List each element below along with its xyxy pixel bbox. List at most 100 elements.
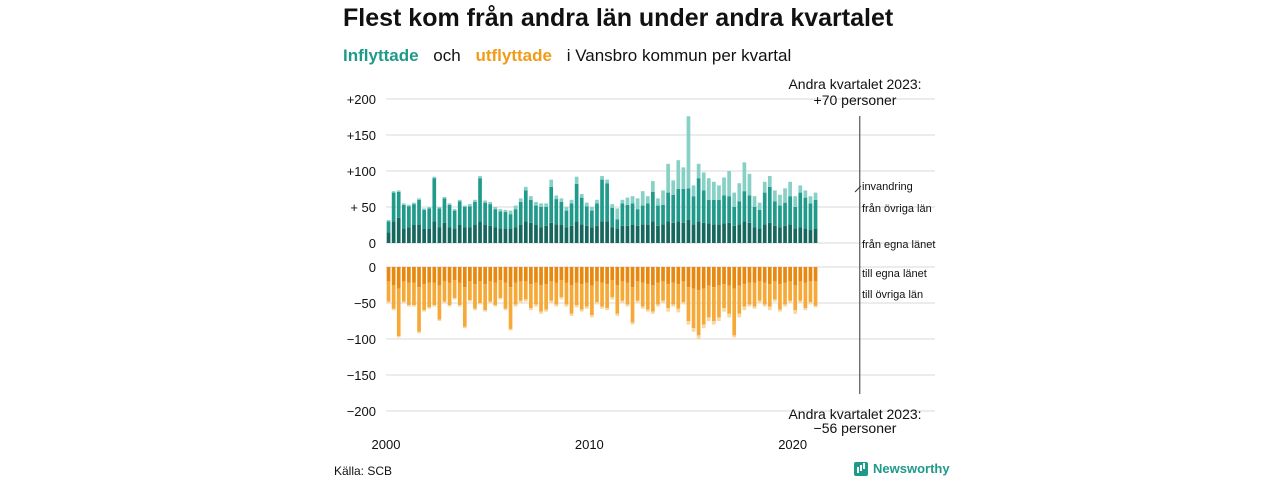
- annotation-bottom-line1: Andra kvartalet 2023:: [788, 406, 921, 422]
- outflow-emigration-bar: [488, 301, 493, 303]
- annotation-top-line1: Andra kvartalet 2023:: [788, 76, 921, 92]
- outflow-emigration-bar: [407, 305, 411, 307]
- outflow-local-bar: [412, 267, 416, 283]
- inflow-immigration-bar: [778, 194, 782, 206]
- inflow-other-county-bar: [610, 207, 615, 228]
- outflow-local-bar: [600, 267, 604, 283]
- outflow-emigration-bar: [645, 309, 650, 312]
- inflow-immigration-bar: [437, 207, 442, 209]
- outflow-local-bar: [625, 267, 630, 283]
- outflow-local-bar: [407, 267, 411, 283]
- inflow-other-county-bar: [529, 199, 533, 223]
- outflow-other-county-bar: [767, 284, 772, 307]
- outflow-other-county-bar: [595, 281, 599, 303]
- inflow-other-county-bar: [549, 186, 554, 223]
- inflow-local-bar: [615, 228, 620, 243]
- outflow-local-bar: [478, 267, 482, 282]
- inflow-other-county-bar: [681, 189, 686, 223]
- inflow-other-county-bar: [671, 194, 676, 223]
- inflow-other-county-bar: [417, 199, 421, 225]
- inflow-local-bar: [635, 225, 640, 243]
- series-label-fran-egna-lanet: från egna länet: [862, 239, 935, 251]
- outflow-other-county-bar: [518, 281, 523, 301]
- inflow-other-county-bar: [676, 189, 681, 222]
- inflow-other-county-bar: [706, 199, 711, 224]
- inflow-immigration-bar: [737, 183, 742, 202]
- outflow-other-county-bar: [513, 282, 518, 305]
- outflow-emigration-bar: [559, 297, 564, 300]
- outflow-other-county-bar: [590, 285, 594, 316]
- outflow-other-county-bar: [534, 282, 538, 305]
- inflow-immigration-bar: [610, 204, 615, 208]
- inflow-local-bar: [391, 221, 396, 243]
- outflow-emigration-bar: [762, 304, 767, 307]
- outflow-other-county-bar: [722, 284, 726, 309]
- outflow-local-bar: [488, 267, 493, 282]
- inflow-other-county-bar: [432, 178, 437, 222]
- inflow-immigration-bar: [503, 209, 508, 213]
- outflow-emigration-bar: [473, 308, 477, 311]
- inflow-local-bar: [656, 225, 660, 243]
- outflow-local-bar: [595, 267, 599, 282]
- inflow-local-bar: [676, 221, 681, 243]
- inflow-other-county-bar: [788, 196, 792, 225]
- outflow-emigration-bar: [661, 300, 665, 303]
- outflow-local-bar: [534, 267, 538, 283]
- outflow-emigration-bar: [681, 302, 686, 305]
- inflow-other-county-bar: [625, 204, 630, 226]
- inflow-local-bar: [529, 222, 533, 243]
- outflow-emigration-bar: [503, 308, 508, 311]
- inflow-local-bar: [401, 228, 406, 243]
- inflow-immigration-bar: [732, 192, 737, 207]
- chart-title: Flest kom från andra län under andra kva…: [343, 4, 894, 32]
- outflow-local-bar: [447, 267, 452, 283]
- bottom-y-tick-label: −100: [347, 332, 376, 347]
- outflow-local-bar: [559, 267, 564, 280]
- outflow-other-county-bar: [498, 279, 503, 298]
- inflow-local-bar: [493, 227, 498, 243]
- outflow-other-county-bar: [757, 281, 762, 301]
- inflow-local-bar: [747, 222, 752, 243]
- outflow-emigration-bar: [569, 313, 574, 316]
- outflow-other-county-bar: [732, 288, 737, 336]
- inflow-local-bar: [717, 225, 721, 243]
- outflow-emigration-bar: [778, 309, 782, 312]
- inflow-other-county-bar: [508, 214, 513, 229]
- outflow-emigration-bar: [391, 308, 396, 311]
- inflow-immigration-bar: [564, 207, 569, 211]
- inflow-local-bar: [645, 225, 650, 243]
- subtitle-and: och: [433, 46, 461, 65]
- inflow-other-county-bar: [396, 191, 401, 218]
- inflow-immigration-bar: [396, 190, 401, 192]
- inflow-immigration-bar: [788, 181, 792, 197]
- outflow-local-bar: [498, 267, 503, 280]
- inflow-other-county-bar: [686, 188, 691, 220]
- inflow-immigration-bar: [401, 203, 406, 205]
- inflow-immigration-bar: [615, 208, 620, 220]
- inflow-local-bar: [417, 225, 421, 243]
- outflow-emigration-bar: [539, 311, 543, 314]
- outflow-other-county-bar: [483, 284, 487, 311]
- inflow-immigration-bar: [803, 190, 808, 198]
- outflow-local-bar: [737, 267, 742, 286]
- outflow-local-bar: [793, 267, 798, 285]
- inflow-other-county-bar: [712, 199, 716, 225]
- outflow-local-bar: [656, 267, 660, 283]
- outflow-local-bar: [503, 267, 508, 283]
- outflow-emigration-bar: [732, 335, 737, 338]
- outflow-other-county-bar: [803, 282, 808, 309]
- outflow-emigration-bar: [783, 304, 787, 307]
- outflow-other-county-bar: [630, 287, 635, 323]
- inflow-local-bar: [620, 225, 625, 243]
- inflow-other-county-bar: [574, 183, 579, 222]
- outflow-local-bar: [778, 267, 782, 285]
- inflow-other-county-bar: [407, 206, 411, 228]
- inflow-local-bar: [554, 224, 559, 243]
- outflow-local-bar: [651, 267, 655, 285]
- inflow-local-bar: [610, 227, 615, 243]
- inflow-immigration-bar: [798, 185, 803, 193]
- outflow-other-county-bar: [559, 279, 564, 298]
- outflow-other-county-bar: [462, 287, 467, 327]
- inflow-local-bar: [630, 225, 635, 243]
- x-tick-label: 2020: [778, 437, 807, 452]
